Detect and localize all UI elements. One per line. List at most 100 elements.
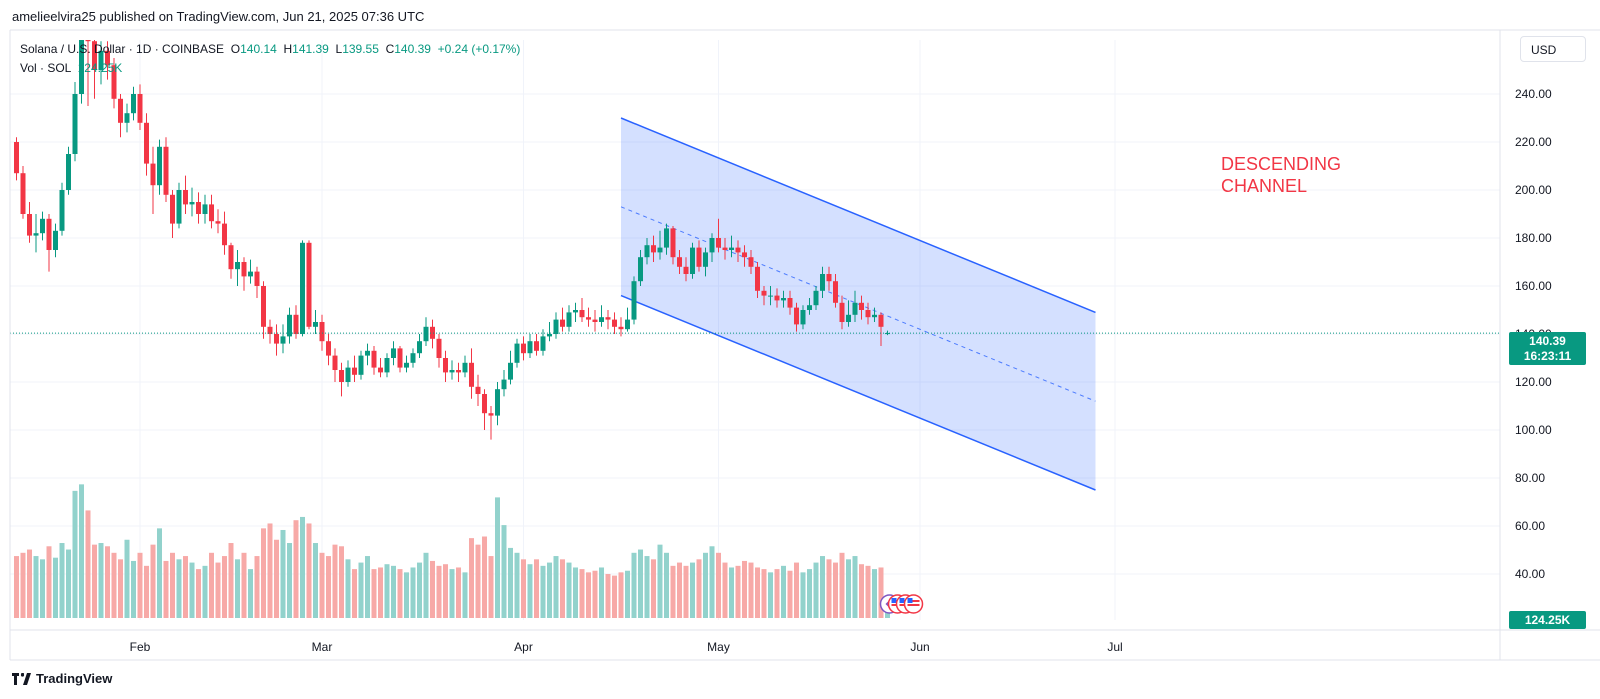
candle-body xyxy=(430,326,435,339)
candle xyxy=(248,259,253,284)
candle-body xyxy=(625,319,630,330)
last-price-tag: 140.39 16:23:11 xyxy=(1509,332,1586,365)
candle xyxy=(820,266,825,298)
candle xyxy=(612,312,617,334)
candle xyxy=(807,298,812,315)
candle xyxy=(144,113,149,176)
candle xyxy=(423,317,429,346)
candle-body xyxy=(644,245,650,258)
candle xyxy=(560,307,565,332)
candlesticks[interactable] xyxy=(14,40,890,440)
candle xyxy=(365,343,370,366)
y-tick-label: 220.00 xyxy=(1515,135,1552,149)
volume-bar xyxy=(657,544,663,618)
candle xyxy=(826,266,832,291)
candle xyxy=(14,137,19,181)
candle xyxy=(547,322,552,342)
volume-bar xyxy=(462,572,468,618)
candle xyxy=(651,235,656,262)
candle xyxy=(774,288,780,308)
volume-bar xyxy=(365,556,370,618)
volume-bar xyxy=(27,549,32,618)
volume-bar xyxy=(228,543,234,618)
candle xyxy=(222,211,227,255)
volume-bar xyxy=(839,552,845,618)
candle xyxy=(846,300,851,327)
candle-body xyxy=(703,252,708,267)
descending-channel[interactable] xyxy=(620,117,1096,491)
candle xyxy=(326,334,331,366)
volume-bar xyxy=(98,543,104,618)
candle xyxy=(553,312,559,339)
volume-bar xyxy=(566,562,572,618)
candle-body xyxy=(612,319,617,327)
candle xyxy=(59,182,65,236)
candle-body xyxy=(534,341,539,351)
y-tick-label: 200.00 xyxy=(1515,183,1552,197)
volume-bar xyxy=(690,562,695,618)
volume-bar xyxy=(735,565,741,618)
volume-bar xyxy=(560,559,565,618)
candle xyxy=(631,276,637,325)
volume-bar xyxy=(443,564,448,618)
candle xyxy=(534,334,539,356)
y-tick-label: 80.00 xyxy=(1515,471,1545,485)
candle-body xyxy=(631,281,637,320)
candle xyxy=(170,190,175,238)
candle-body xyxy=(742,252,747,258)
tradingview-logo[interactable]: TradingView xyxy=(12,671,112,686)
candle xyxy=(241,257,247,291)
volume-bar xyxy=(599,567,604,618)
volume-bar xyxy=(495,497,500,618)
volume-bar xyxy=(664,552,669,618)
volume-bar xyxy=(261,528,266,618)
candle xyxy=(443,350,448,382)
candle-body xyxy=(852,302,858,315)
candle-body xyxy=(839,302,845,322)
volume-bar xyxy=(469,538,474,618)
currency-button[interactable]: USD xyxy=(1520,36,1586,62)
candle xyxy=(787,290,793,315)
candle-body xyxy=(209,204,214,222)
candle xyxy=(397,346,403,373)
candle-body xyxy=(274,334,279,344)
candle-body xyxy=(170,194,175,224)
price-axis[interactable]: 240.00220.00200.00180.00160.00140.00120.… xyxy=(1515,87,1552,581)
candle-body xyxy=(332,355,338,370)
candle xyxy=(274,324,279,356)
candle-body xyxy=(859,302,864,310)
candle xyxy=(378,358,383,378)
x-tick-label: May xyxy=(707,640,730,654)
candle-body xyxy=(79,40,84,94)
candle-body xyxy=(755,266,760,291)
volume-bar xyxy=(72,490,78,618)
volume-bar xyxy=(592,570,598,618)
candle-body xyxy=(27,214,32,236)
volume-bar xyxy=(794,562,799,618)
symbol-title[interactable]: Solana / U.S. Dollar · 1D · COINBASE xyxy=(20,42,225,56)
candle xyxy=(137,84,143,130)
volume-bar xyxy=(781,565,786,618)
volume-bar xyxy=(800,572,806,618)
volume-bar xyxy=(436,565,442,618)
volume-bar xyxy=(92,544,97,618)
candle-body xyxy=(768,295,773,297)
candle xyxy=(358,350,364,380)
channel-annotation[interactable]: DESCENDING CHANNEL xyxy=(1221,154,1342,196)
candle-body xyxy=(878,314,884,327)
candle xyxy=(436,334,442,368)
candle-body xyxy=(326,341,331,356)
volume-bar xyxy=(176,559,182,618)
volume-bar xyxy=(118,559,123,618)
candle xyxy=(781,290,786,308)
candle-body xyxy=(46,218,52,250)
event-markers[interactable] xyxy=(879,594,924,614)
candle-body xyxy=(397,348,403,368)
candle xyxy=(794,302,799,332)
candle xyxy=(670,226,676,265)
time-axis[interactable]: Feb Mar Apr May Jun Jul xyxy=(130,640,1123,654)
candle-body xyxy=(124,113,130,123)
volume-bar xyxy=(14,556,19,618)
low-value: 139.55 xyxy=(342,42,379,56)
